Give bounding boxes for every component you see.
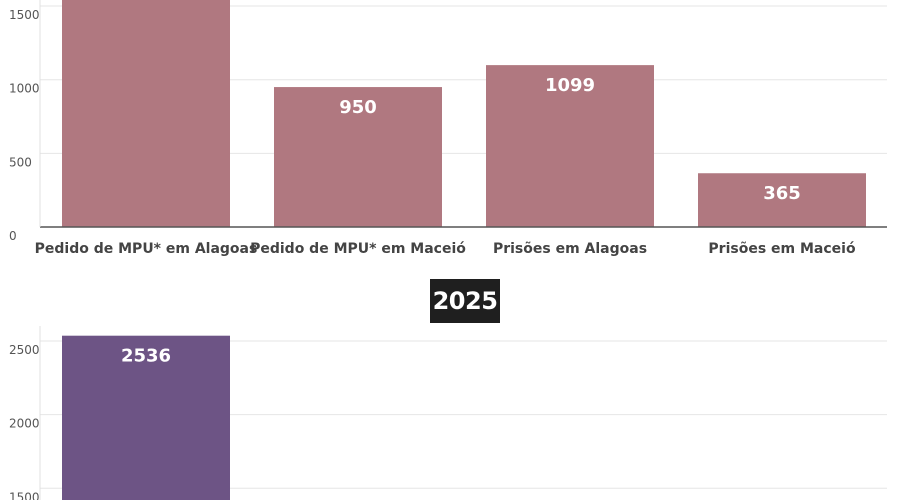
y-tick-label: 1000 — [9, 82, 40, 96]
chart-2025-panel: 1500 2000 2500 2536 — [9, 326, 887, 500]
category-label: Pedido de MPU* em Maceió — [250, 241, 466, 257]
bar — [486, 65, 654, 227]
year-badge: 2025 — [430, 279, 500, 323]
y-tick-label: 1500 — [9, 490, 40, 500]
bar-value-label: 2536 — [121, 346, 171, 367]
y-tick-label: 500 — [9, 155, 32, 169]
y-tick-label: 2000 — [9, 417, 40, 431]
bar — [62, 335, 230, 500]
y-tick-label: 1500 — [9, 8, 40, 22]
chart-2024-panel: 0 500 1000 1500 Pedido de MPU* em Alagoas 950… — [9, 0, 887, 257]
bar — [698, 173, 866, 227]
bar — [62, 0, 230, 227]
bar — [274, 87, 442, 227]
category-label: Prisões em Maceió — [708, 241, 856, 257]
category-label: Prisões em Alagoas — [493, 241, 647, 257]
y-tick-label: 0 — [9, 229, 17, 243]
bar-value-label: 950 — [339, 97, 377, 118]
category-label: Pedido de MPU* em Alagoas — [35, 241, 258, 257]
bar-value-label: 365 — [763, 183, 801, 204]
bar-value-label: 1099 — [545, 75, 595, 96]
y-tick-label: 2500 — [9, 343, 40, 357]
